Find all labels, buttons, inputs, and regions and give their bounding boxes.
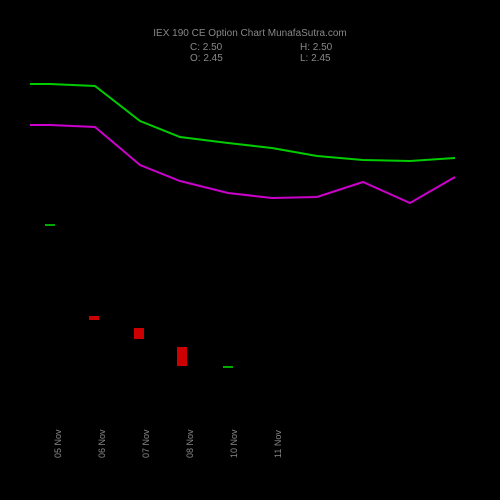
x-axis-label: 11 Nov — [273, 430, 283, 458]
open-value: O: 2.45 — [190, 53, 223, 64]
x-axis-label: 06 Nov — [97, 429, 107, 458]
chart-lines — [30, 70, 470, 420]
low-value: L: 2.45 — [300, 53, 332, 64]
chart-area: 05 Nov06 Nov07 Nov08 Nov10 Nov11 Nov — [30, 70, 470, 420]
close-value: C: 2.50 — [190, 42, 223, 53]
x-axis-label: 05 Nov — [53, 429, 63, 458]
x-axis-label: 08 Nov — [185, 429, 195, 458]
upper-line — [30, 84, 455, 161]
ohlc-co: C: 2.50 O: 2.45 — [190, 42, 223, 64]
high-value: H: 2.50 — [300, 42, 332, 53]
ohlc-hl: H: 2.50 L: 2.45 — [300, 42, 332, 64]
x-axis-label: 10 Nov — [229, 429, 239, 458]
x-axis-label: 07 Nov — [141, 429, 151, 458]
chart-title: IEX 190 CE Option Chart MunafaSutra.com — [0, 28, 500, 39]
lower-line — [30, 125, 455, 203]
